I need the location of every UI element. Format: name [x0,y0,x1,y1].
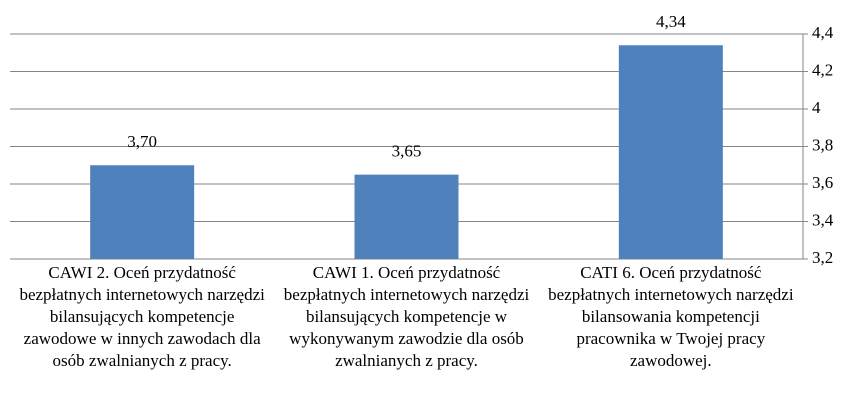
bar [90,165,195,259]
y-tick-label: 3,2 [812,248,833,267]
data-label: 4,34 [656,12,686,31]
x-tick-label: CATI 6. Oceń przydatność bezpłatnych int… [548,263,794,370]
y-tick-label: 4 [812,98,821,117]
bar [354,174,459,259]
y-tick-label: 4,4 [812,23,834,42]
x-tick-label: CAWI 2. Oceń przydatność bezpłatnych int… [19,263,265,370]
x-tick-label: CAWI 1. Oceń przydatność bezpłatnych int… [283,263,530,370]
bar [618,45,723,259]
y-tick-label: 3,6 [812,173,833,192]
data-label: 3,70 [127,132,157,151]
data-label: 3,65 [392,142,422,161]
y-tick-label: 3,8 [812,135,833,154]
y-tick-label: 3,4 [812,210,834,229]
y-tick-label: 4,2 [812,60,833,79]
